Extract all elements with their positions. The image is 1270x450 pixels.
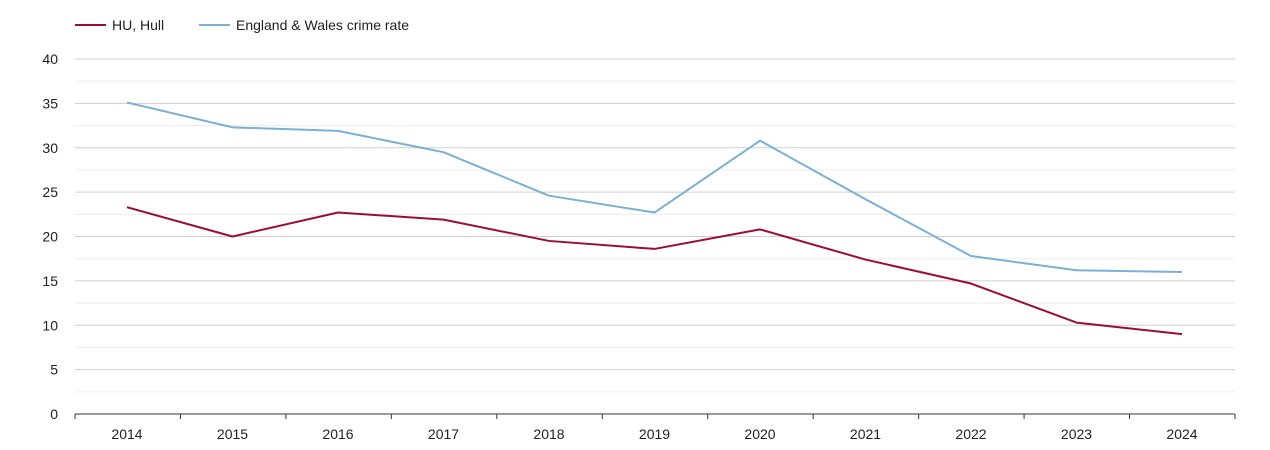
legend: HU, Hull England & Wales crime rate <box>75 17 409 33</box>
axes: 0 5 10 15 20 25 30 35 40 2014 2015 2016 2017 2018 2019… <box>42 51 1236 442</box>
x-tick-label: 2024 <box>1166 426 1197 442</box>
x-tick-label: 2018 <box>533 426 564 442</box>
y-tick-label: 40 <box>42 51 58 67</box>
x-tick-label: 2016 <box>322 426 353 442</box>
series-line-england-wales[interactable] <box>126 101 1183 273</box>
x-tick-label: 2022 <box>955 426 986 442</box>
legend-label-england-wales: England & Wales crime rate <box>236 17 409 33</box>
y-tick-label: 35 <box>42 95 58 111</box>
x-tick-label: 2019 <box>639 426 670 442</box>
x-tick-label: 2014 <box>111 426 142 442</box>
y-tick-label: 20 <box>42 229 58 245</box>
legend-item-hull[interactable]: HU, Hull <box>75 17 164 33</box>
y-tick-label: 10 <box>42 317 58 333</box>
y-tick-label: 30 <box>42 140 58 156</box>
y-tick-label: 15 <box>42 273 58 289</box>
x-tick-label: 2021 <box>850 426 881 442</box>
x-tick-label: 2015 <box>217 426 248 442</box>
x-tick-label: 2023 <box>1061 426 1092 442</box>
legend-label-hull: HU, Hull <box>112 17 164 33</box>
series-line-hull[interactable] <box>126 206 1183 336</box>
y-tick-label: 25 <box>42 184 58 200</box>
y-tick-label: 5 <box>50 362 58 378</box>
x-tick-label: 2017 <box>428 426 459 442</box>
gridlines <box>75 58 1235 393</box>
x-tick-label: 2020 <box>744 426 775 442</box>
legend-item-england-wales[interactable]: England & Wales crime rate <box>199 17 409 33</box>
y-tick-label: 0 <box>50 406 58 422</box>
series-lines <box>126 101 1183 336</box>
